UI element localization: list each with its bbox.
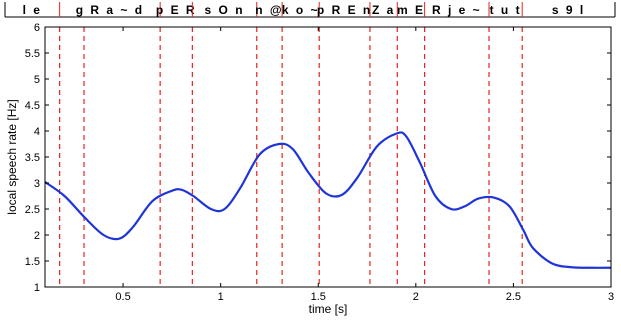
x-tick-label: 1 [218, 291, 224, 303]
x-tick-label: 1.5 [311, 291, 326, 303]
segment-label: g R a ~ d [76, 3, 144, 17]
y-tick-label: 5 [34, 74, 40, 86]
plot-frame [44, 26, 612, 288]
segment-label: t u t [490, 3, 522, 17]
segment-label: k o ~ [282, 3, 320, 17]
x-tick-label: 0.5 [115, 291, 130, 303]
y-tick-label: 4.5 [25, 100, 40, 112]
x-tick-label: 3 [608, 291, 614, 303]
x-axis-label: time [s] [309, 302, 348, 316]
segment-label: n @ [255, 3, 283, 17]
y-tick-label: 2 [34, 230, 40, 242]
y-tick-label: 4 [34, 126, 40, 138]
series-layer [44, 131, 612, 269]
y-tick-label: 3 [34, 178, 40, 190]
segment-boundaries [59, 27, 523, 287]
x-tick-label: 2.5 [506, 291, 521, 303]
segment-label: Z a [372, 3, 395, 17]
segment-label: p E R [156, 3, 197, 17]
segment-label: m E [397, 3, 425, 17]
x-tick-label: 2 [413, 291, 419, 303]
segment-label: p R E n [317, 3, 372, 17]
segment-label: s 9 l [552, 3, 585, 17]
y-tick-label: 3.5 [25, 152, 40, 164]
y-tick-label: 6 [34, 22, 40, 34]
y-tick-label: 2.5 [25, 204, 40, 216]
axis-ticks: 0.5 1 1.5 2 2.5 3 1 1.5 2 2.5 3 3.5 4 4.5 5 5.5 6 [25, 22, 614, 303]
segment-label: l e [23, 3, 42, 17]
speech-rate-line [44, 131, 612, 269]
segment-label: R j e ~ [432, 3, 482, 17]
y-tick-label: 5.5 [25, 48, 40, 60]
y-tick-label: 1 [34, 282, 40, 294]
y-axis-label: local speech rate [Hz] [5, 99, 19, 214]
segment-label: s O n [205, 3, 245, 17]
y-tick-label: 1.5 [25, 256, 40, 268]
